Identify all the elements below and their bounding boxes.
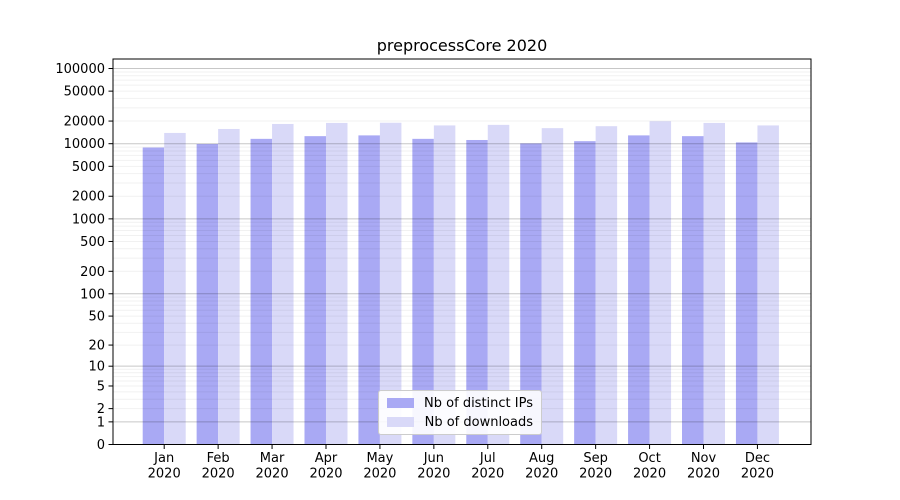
bar-downloads-mar	[272, 123, 294, 445]
x-tick-label: Mar 2020	[256, 451, 289, 482]
bar-downloads-aug	[541, 128, 564, 445]
y-tick-label: 2000	[72, 190, 105, 205]
x-tick-label: May 2020	[363, 451, 396, 482]
x-tick-label: Nov 2020	[687, 451, 720, 482]
bar-downloads-oct	[649, 121, 672, 445]
y-tick-label: 2	[97, 402, 105, 417]
y-tick-label: 5	[97, 379, 105, 394]
legend-swatch-downloads	[387, 417, 414, 427]
bar-downloads-feb	[218, 128, 240, 445]
bar-distinct-ips-apr	[304, 136, 326, 445]
x-tick-label: Dec 2020	[741, 451, 774, 482]
x-tick-label: Aug 2020	[525, 451, 558, 482]
bar-downloads-may	[379, 122, 402, 445]
x-tick-label: Oct 2020	[633, 451, 666, 482]
x-tick-label: Jan 2020	[148, 451, 181, 482]
bar-downloads-jul	[487, 124, 510, 445]
x-tick-label: Jun 2020	[417, 451, 450, 482]
y-tick-label: 200	[80, 265, 105, 280]
bar-downloads-jun	[433, 125, 456, 445]
x-tick-label: Sep 2020	[579, 451, 612, 482]
legend: Nb of distinct IPs Nb of downloads	[378, 390, 542, 435]
axes-spines	[112, 58, 812, 445]
bar-distinct-ips-dec	[735, 142, 758, 445]
bar-distinct-ips-jan	[142, 147, 165, 445]
y-tick-label: 50	[88, 310, 105, 325]
legend-swatch-distinct-ips	[387, 398, 414, 408]
y-tick-label: 1000	[72, 212, 105, 227]
y-tick-label: 100	[80, 287, 105, 302]
bar-distinct-ips-may	[358, 135, 380, 445]
bar-distinct-ips-jul	[466, 139, 488, 445]
x-tick-label: Apr 2020	[309, 451, 342, 482]
legend-label: Nb of distinct IPs	[424, 395, 533, 411]
y-tick-label: 0	[97, 438, 105, 453]
bar-distinct-ips-feb	[196, 144, 219, 445]
bar-downloads-sep	[595, 126, 618, 445]
bar-distinct-ips-oct	[628, 135, 650, 445]
y-tick-label: 10	[88, 360, 105, 375]
bar-distinct-ips-mar	[250, 138, 273, 445]
x-tick-label: Feb 2020	[202, 451, 235, 482]
y-tick-label: 100000	[55, 62, 105, 77]
y-tick-label: 50000	[64, 85, 105, 100]
bar-distinct-ips-nov	[682, 136, 704, 445]
y-tick-label: 1	[97, 415, 105, 430]
bar-downloads-jan	[164, 132, 186, 445]
bar-distinct-ips-aug	[520, 143, 542, 445]
bar-downloads-nov	[703, 122, 725, 445]
y-tick-label: 20000	[64, 115, 105, 130]
legend-label: Nb of downloads	[424, 414, 533, 430]
bar-downloads-apr	[325, 122, 348, 445]
y-tick-label: 500	[80, 235, 105, 250]
legend-item: Nb of distinct IPs	[387, 396, 533, 411]
bar-downloads-dec	[757, 125, 779, 445]
legend-item: Nb of downloads	[387, 415, 533, 430]
bar-distinct-ips-jun	[412, 138, 434, 445]
chart-title: preprocessCore 2020	[376, 36, 548, 55]
y-tick-label: 20	[88, 339, 105, 354]
bar-distinct-ips-sep	[574, 141, 596, 445]
x-tick-label: Jul 2020	[471, 451, 504, 482]
y-tick-label: 10000	[64, 137, 105, 152]
y-tick-label: 5000	[72, 160, 105, 175]
